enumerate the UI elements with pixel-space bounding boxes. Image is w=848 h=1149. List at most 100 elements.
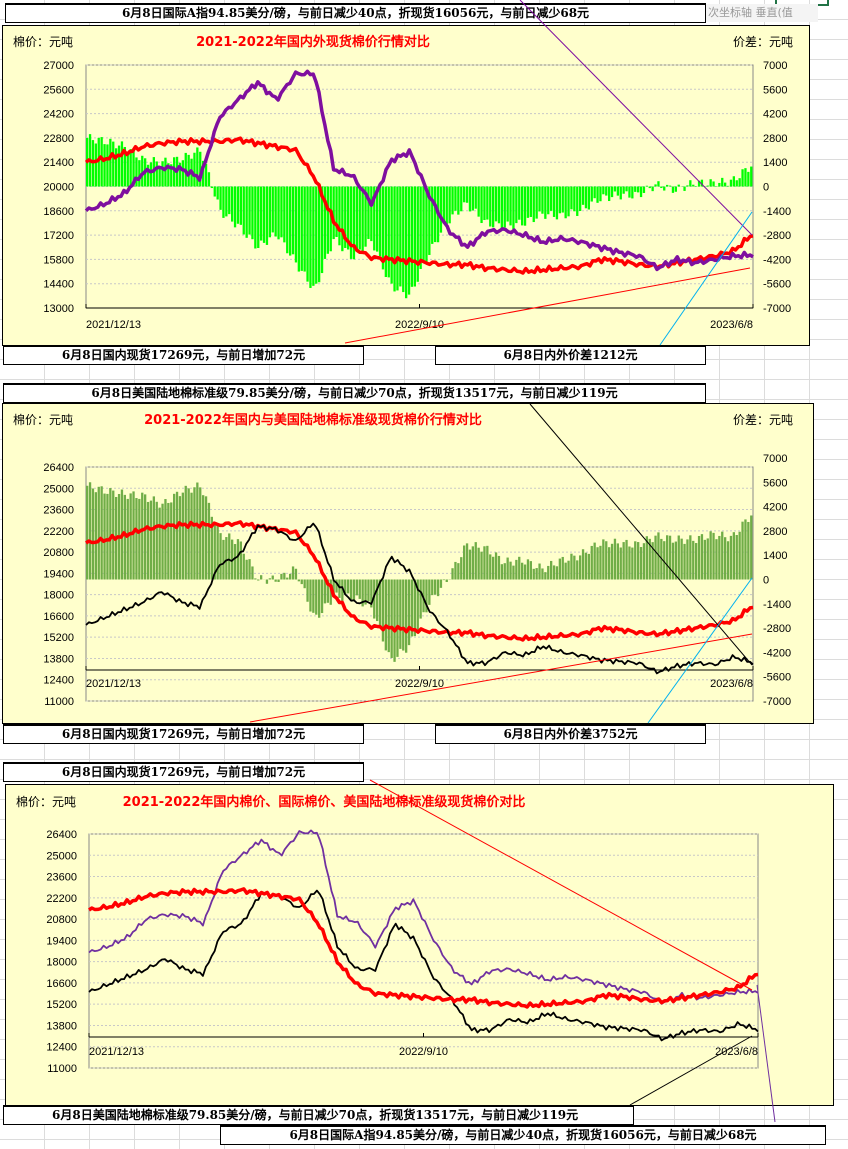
chart-domestic-vs-international[interactable]: 27000 25600 24200 22800 21400 20000 18600 17200… <box>2 25 810 346</box>
spread-bar <box>576 560 579 580</box>
spread-bar <box>596 547 599 580</box>
spread-bar <box>239 541 242 580</box>
spread-bar <box>323 186 327 259</box>
spread-bar <box>596 186 599 203</box>
y-tick-label: 27000 <box>43 60 74 72</box>
spread-bar <box>309 579 312 612</box>
spread-bar <box>729 179 733 187</box>
spread-bar <box>619 547 622 580</box>
spread-bar <box>555 186 559 220</box>
spread-bar <box>396 186 399 291</box>
spread-bar <box>622 542 625 580</box>
spread-bar <box>361 579 364 607</box>
spread-bar <box>547 565 550 580</box>
spread-bar <box>663 186 666 191</box>
spread-bar <box>370 186 373 242</box>
y-axis-unit: 棉价：元吨 <box>16 795 76 809</box>
spread-bar <box>187 488 190 580</box>
spread-bar <box>639 547 643 580</box>
spread-bar <box>407 186 411 295</box>
spread-bar <box>689 535 692 580</box>
spread-bar <box>637 542 640 580</box>
y2-tick-label: -2800 <box>763 230 791 242</box>
y2-axis-unit: 价差：元吨 <box>733 35 793 49</box>
spread-bar <box>558 558 561 580</box>
chart-domestic-vs-us[interactable]: 26400 25000 23600 22200 20800 19400 18000 16600… <box>2 403 814 724</box>
spread-bar <box>593 186 596 199</box>
spread-bar <box>645 536 648 580</box>
spread-bar <box>599 186 602 202</box>
spread-bar <box>425 579 428 613</box>
spread-bar <box>445 579 448 583</box>
y2-tick-label: -4200 <box>763 254 791 266</box>
spread-bar <box>593 542 596 580</box>
x-tick-label: 2021/12/13 <box>86 319 141 331</box>
y-axis-unit: 棉价：元吨 <box>13 413 73 427</box>
spread-bar <box>347 186 350 250</box>
spread-bar <box>393 186 396 292</box>
y-tick-label: 18000 <box>43 590 74 602</box>
spread-bar <box>146 164 150 187</box>
spread-bar <box>167 502 170 580</box>
spread-bar <box>416 186 419 282</box>
spread-bar <box>141 492 144 580</box>
spread-bar <box>523 564 527 580</box>
spread-bar <box>335 186 338 238</box>
spread-bar <box>251 566 254 580</box>
spread-bar <box>94 143 97 187</box>
spread-bar <box>529 561 532 580</box>
spread-bar <box>442 186 445 224</box>
spread-bar <box>161 161 164 187</box>
x-tick-label: 2021/12/13 <box>89 1046 144 1058</box>
spread-bar <box>518 186 521 220</box>
spread-bar <box>164 157 167 187</box>
spread-bar <box>236 186 240 224</box>
spread-bar <box>341 186 344 252</box>
spread-bar <box>312 186 315 286</box>
spread-bar <box>605 541 608 580</box>
spread-bar <box>709 179 712 187</box>
spread-bar <box>509 561 512 580</box>
spread-bar <box>671 186 675 193</box>
spread-bar <box>483 546 486 580</box>
spread-bar <box>738 178 741 187</box>
spread-bar <box>700 534 704 580</box>
spread-bar <box>639 186 643 198</box>
us-cotton-label: 6月8日美国陆地棉标准级79.85美分/磅，与前日减少70点，折现货13517元… <box>3 1105 634 1125</box>
spread-bar <box>344 579 347 595</box>
spread-bar <box>315 186 318 284</box>
spread-bar <box>303 579 306 589</box>
spread-bar <box>434 579 437 595</box>
x-tick-label: 2023/6/8 <box>710 319 753 331</box>
domestic-spot-label-3: 6月8日国内现货17269元，与前日增加72元 <box>3 762 364 782</box>
spread-bar <box>326 186 329 254</box>
spread-bar <box>721 177 724 187</box>
y2-tick-label: 5600 <box>763 84 787 96</box>
spread-bar <box>103 493 106 580</box>
spread-bar <box>468 186 472 212</box>
y2-tick-label: -5600 <box>763 672 791 684</box>
spread-bar <box>724 537 727 580</box>
spread-bar <box>590 545 593 580</box>
spread-bar <box>155 501 158 580</box>
spread-bar <box>204 496 208 580</box>
spread-bar <box>668 185 672 187</box>
y-tick-label: 18600 <box>43 206 74 218</box>
spread-bar <box>448 186 451 224</box>
spread-bar <box>144 494 147 580</box>
y-tick-label: 11000 <box>44 696 74 708</box>
spread-bar <box>393 579 396 662</box>
spread-bar <box>564 562 567 580</box>
spread-bar <box>204 163 208 187</box>
spread-bar <box>225 186 228 217</box>
spread-bar <box>376 186 379 252</box>
spread-bars <box>86 134 753 299</box>
spread-bar <box>581 549 585 580</box>
spread-bar <box>561 186 564 213</box>
spread-bar <box>428 186 431 255</box>
spread-bar <box>100 137 103 187</box>
spread-bar <box>210 186 213 189</box>
spread-bar <box>294 568 298 580</box>
y2-tick-label: 1400 <box>763 550 787 562</box>
chart-three-way-comparison[interactable]: 26400 25000 23600 22200 20800 19400 18000 16600… <box>5 784 834 1106</box>
